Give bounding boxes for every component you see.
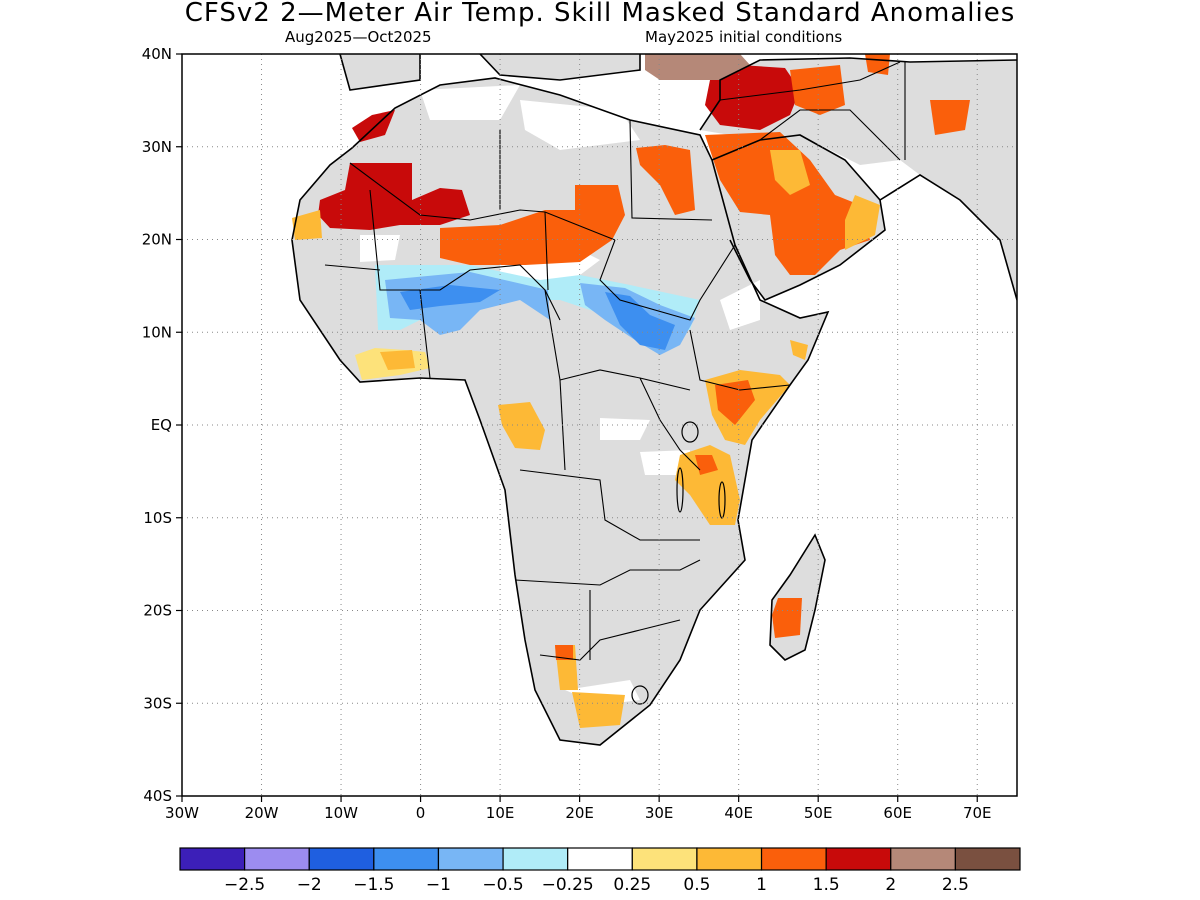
- colorbar-label: −2: [297, 875, 322, 895]
- tick-label-lat: 20N: [142, 231, 172, 249]
- tick-label-lon: 20W: [245, 804, 279, 822]
- tick-label-lat: 10S: [143, 509, 172, 527]
- colorbar-label: −1.5: [353, 875, 394, 895]
- spain-land: [340, 54, 420, 90]
- anomaly-somalia-tip: [790, 340, 808, 360]
- tick-label-lat: 30S: [143, 694, 172, 712]
- anomaly-east-africa-core: [715, 380, 755, 425]
- colorbar-label: −1: [426, 875, 451, 895]
- colorbar-label: 1.5: [813, 875, 840, 895]
- anomaly-anatolia: [645, 54, 750, 80]
- map-title: CFSv2 2—Meter Air Temp. Skill Masked Sta…: [184, 0, 1016, 28]
- colorbar-label: 0.25: [613, 875, 651, 895]
- tick-label-lon: 10W: [324, 804, 358, 822]
- anomaly-gabon-congo: [498, 402, 545, 450]
- anomaly-sahel-north-band: [440, 185, 625, 265]
- tick-label-lat: 10N: [142, 323, 172, 341]
- colorbar-bin: [437, 847, 504, 871]
- colorbar-bin: [760, 847, 827, 871]
- tick-label-lat: 30N: [142, 138, 172, 156]
- colorbar-bin: [954, 847, 1021, 871]
- tick-label-lat: 40N: [142, 45, 172, 63]
- anomaly-sahel-cool-west-core: [400, 285, 500, 310]
- colorbar-bin: [373, 847, 440, 871]
- colorbar-bin: [244, 847, 310, 871]
- anomaly-mesopotamia: [790, 65, 845, 115]
- tick-label-lon: 30E: [645, 804, 674, 822]
- anomaly-sahel-cool-west: [385, 272, 550, 335]
- tick-label-lon: 30W: [165, 804, 199, 822]
- tick-label-lon: 70E: [963, 804, 992, 822]
- colorbar-bin: [631, 847, 698, 871]
- country-borders: [324, 61, 906, 661]
- anomaly-levant-turkey: [705, 65, 800, 130]
- anomaly-mauritania-coast: [292, 210, 322, 240]
- colorbar-label: 0.5: [683, 875, 710, 895]
- europe-land: [480, 54, 640, 80]
- initial-conditions-label: May2025 initial conditions: [645, 28, 843, 46]
- anomaly-tanzania: [675, 445, 740, 525]
- colorbar-label: 1: [756, 875, 767, 895]
- colorbar-bin: [696, 847, 763, 871]
- tick-label-lon: 10E: [486, 804, 515, 822]
- colorbar-label: 2.5: [942, 875, 969, 895]
- anomaly-egypt-sudan: [636, 145, 695, 215]
- colorbar-label: −2.5: [224, 875, 265, 895]
- colorbar-label: −0.5: [482, 875, 523, 895]
- anomaly-northwest-sahara: [318, 163, 470, 230]
- tick-label-lon: 60E: [883, 804, 912, 822]
- colorbar-bin: [502, 847, 569, 871]
- tick-label-lat: 20S: [143, 602, 172, 620]
- anomaly-iran-east: [930, 100, 970, 135]
- anomaly-madagascar: [772, 598, 802, 638]
- colorbar-bin: [567, 847, 633, 871]
- map-gridlines: [182, 54, 1017, 796]
- map-axis-ticks: 30W 20W 10W 0 10E 20E 30E 40E 50E 60E 70E 40N 30N 20N…: [142, 45, 992, 822]
- tick-label-lat: 40S: [143, 787, 172, 805]
- colorbar-bin: [890, 847, 956, 871]
- tick-label-lon: 0: [416, 804, 426, 822]
- colorbar-label: −0.25: [542, 875, 594, 895]
- anomaly-guinea-coast-core: [380, 350, 415, 370]
- map-area: [291, 54, 1017, 746]
- tick-label-lat: EQ: [151, 416, 172, 434]
- anomaly-south-africa-west-core: [555, 645, 573, 660]
- anomaly-arabian-peninsula: [705, 132, 870, 275]
- valid-period-label: Aug2025—Oct2025: [285, 28, 432, 46]
- colorbar-label: 2: [885, 875, 896, 895]
- anomaly-south-africa-south: [572, 692, 625, 728]
- anomaly-sahel-cool-east-core: [605, 292, 675, 350]
- tick-label-lon: 40E: [724, 804, 753, 822]
- africa-land: [292, 78, 828, 745]
- anomaly-fills: [292, 54, 970, 728]
- anomaly-tanzania-core: [695, 455, 718, 475]
- colorbar-bin: [825, 847, 892, 871]
- tick-label-lon: 20E: [565, 804, 594, 822]
- anomaly-arabia-margin: [770, 150, 810, 195]
- tick-label-lon: 50E: [804, 804, 833, 822]
- colorbar-bin: [179, 847, 246, 871]
- anomaly-oman-coast: [845, 195, 880, 250]
- colorbar: −2.5 −2 −1.5 −1 −0.5 −0.25 0.25 0.5 1 1.5 2 2.5: [179, 847, 1021, 895]
- colorbar-bin: [308, 847, 375, 871]
